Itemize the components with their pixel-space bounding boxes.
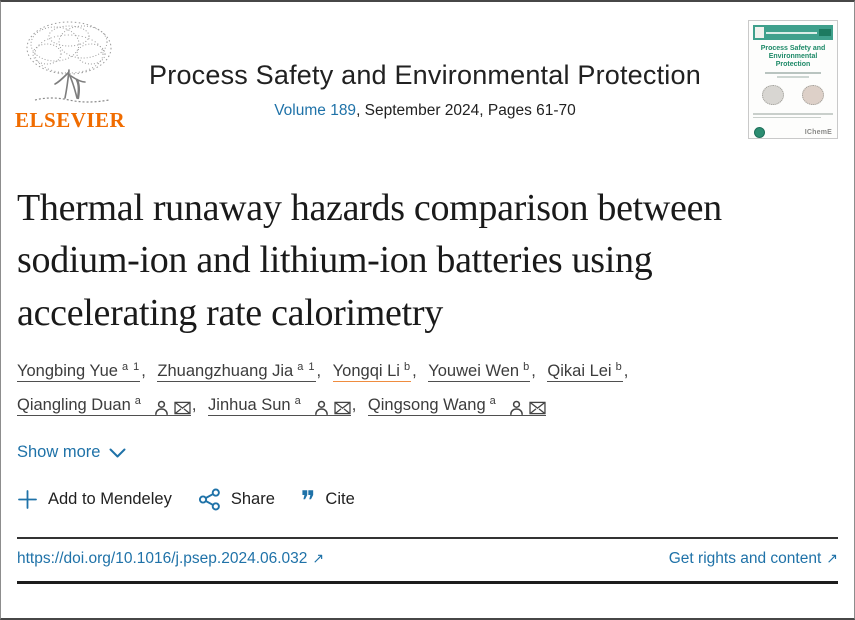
get-rights-link[interactable]: Get rights and content ↗ bbox=[668, 549, 838, 567]
person-icon bbox=[155, 400, 168, 415]
cover-figure-left bbox=[762, 85, 784, 106]
journal-title-link[interactable]: Process Safety and Environmental Protect… bbox=[149, 60, 701, 90]
author-link[interactable]: Jinhua Sun a bbox=[208, 394, 351, 417]
elsevier-logo[interactable]: ELSEVIER bbox=[15, 18, 126, 132]
author-link[interactable]: Yongqi Li b bbox=[332, 360, 412, 383]
journal-cover-thumbnail[interactable]: Process Safety and Environmental Protect… bbox=[748, 20, 838, 139]
person-icon bbox=[314, 400, 328, 415]
author-link[interactable]: Youwei Wen b bbox=[428, 360, 531, 383]
cover-logo-box bbox=[755, 27, 764, 38]
issue-info: , September 2024, Pages 61-70 bbox=[356, 102, 576, 119]
volume-link[interactable]: Volume 189 bbox=[274, 102, 357, 119]
cover-header-band bbox=[753, 25, 833, 40]
add-to-mendeley-label: Add to Mendeley bbox=[48, 489, 172, 508]
external-link-icon: ↗ bbox=[312, 549, 325, 566]
author-link[interactable]: Qingsong Wang a bbox=[367, 394, 546, 417]
issue-line: Volume 189, September 2024, Pages 61-70 bbox=[126, 102, 724, 120]
cover-figure-right bbox=[802, 85, 824, 106]
cover-caption-lines bbox=[753, 113, 833, 119]
show-more-button[interactable]: Show more bbox=[17, 443, 126, 462]
cite-button[interactable]: ❞ Cite bbox=[300, 486, 355, 518]
divider-top bbox=[17, 536, 838, 539]
share-button[interactable]: Share bbox=[198, 488, 275, 511]
journal-header: Process Safety and Environmental Protect… bbox=[126, 60, 724, 120]
divider-bottom bbox=[17, 580, 838, 584]
author-affiliation-sup: a bbox=[489, 394, 497, 407]
author-affiliation-sup: a 1 bbox=[297, 360, 316, 373]
cover-icheme-logo: IChemE bbox=[804, 129, 832, 137]
plus-icon bbox=[17, 489, 38, 510]
author-link[interactable]: Qikai Lei b bbox=[547, 360, 623, 383]
author-affiliation-sup: a 1 bbox=[121, 360, 141, 373]
cite-label: Cite bbox=[325, 489, 355, 508]
envelope-icon bbox=[174, 401, 191, 415]
share-icon bbox=[198, 488, 221, 511]
cover-journal-title: Process Safety and Environmental Protect… bbox=[760, 45, 826, 69]
author-link[interactable]: Qiangling Duan a bbox=[17, 394, 191, 417]
author-affiliation-sup: b bbox=[523, 360, 531, 373]
doi-row: https://doi.org/10.1016/j.psep.2024.06.0… bbox=[17, 539, 838, 581]
person-icon bbox=[509, 400, 523, 415]
article-main: Thermal runaway hazards comparison betwe… bbox=[17, 182, 838, 584]
cover-figures bbox=[753, 85, 833, 106]
elsevier-wordmark: ELSEVIER bbox=[15, 108, 126, 132]
author-list: Yongbing Yue a 1, Zhuangzhuang Jia a 1, Yo… bbox=[17, 355, 717, 425]
envelope-icon bbox=[529, 401, 546, 415]
cover-footer: IChemE bbox=[753, 127, 833, 139]
author-affiliation-sup: b bbox=[403, 360, 412, 373]
add-to-mendeley-button[interactable]: Add to Mendeley bbox=[17, 489, 172, 510]
doi-link[interactable]: https://doi.org/10.1016/j.psep.2024.06.0… bbox=[17, 549, 325, 567]
external-link-icon: ↗ bbox=[826, 549, 838, 566]
envelope-icon bbox=[334, 401, 351, 415]
cover-society-logo bbox=[754, 127, 765, 139]
author-affiliation-sup: b bbox=[615, 360, 623, 373]
author-link[interactable]: Zhuangzhuang Jia a 1 bbox=[157, 360, 316, 383]
chevron-down-icon bbox=[109, 448, 126, 458]
author-link[interactable]: Yongbing Yue a 1 bbox=[17, 360, 141, 383]
corresponding-author-icons[interactable] bbox=[309, 391, 351, 425]
action-bar: Add to Mendeley Share ❞ Cite bbox=[17, 486, 838, 518]
elsevier-tree-icon bbox=[26, 21, 112, 103]
author-affiliation-sup: a bbox=[134, 394, 142, 407]
share-label: Share bbox=[230, 489, 275, 508]
corresponding-author-icons[interactable] bbox=[149, 391, 191, 425]
corresponding-author-icons[interactable] bbox=[504, 391, 546, 425]
show-more-label: Show more bbox=[17, 442, 101, 461]
article-title: Thermal runaway hazards comparison betwe… bbox=[17, 187, 722, 334]
author-affiliation-sup: a bbox=[294, 394, 302, 407]
